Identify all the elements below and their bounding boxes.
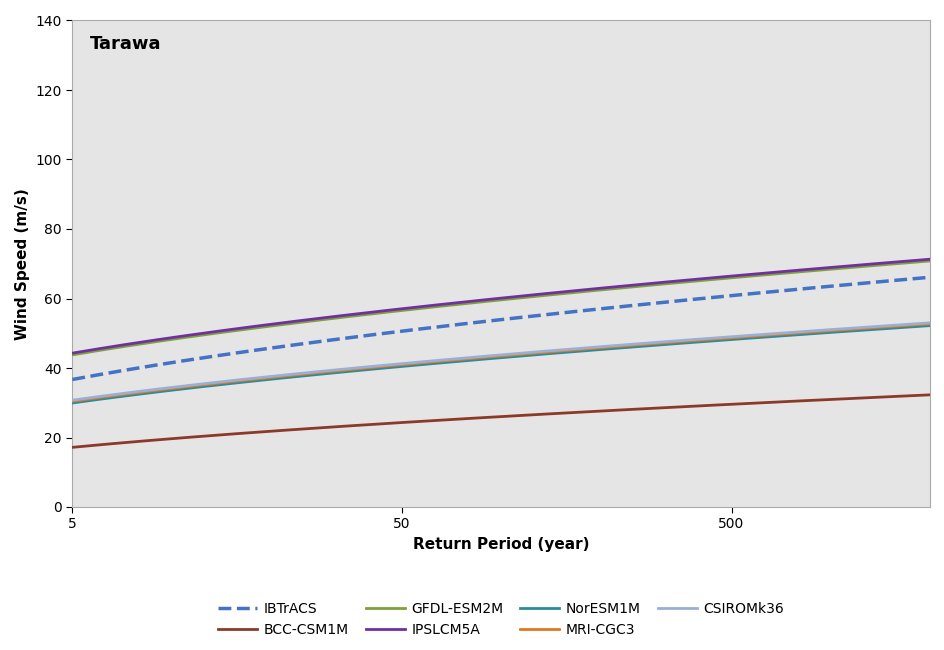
Line: MRI-CGC3: MRI-CGC3 <box>73 324 929 401</box>
IBTrACS <box>923 274 935 281</box>
IBTrACS <box>170 358 181 366</box>
MRI-CGC3 <box>689 337 700 344</box>
GFDL-ESM2M <box>346 312 357 320</box>
MRI-CGC3 <box>605 343 616 351</box>
IPSLCM5A <box>67 349 78 357</box>
MRI-CGC3 <box>346 365 357 373</box>
CSIROMk36 <box>923 319 935 327</box>
NorESM1M <box>923 322 935 330</box>
BCC-CSM1M <box>67 443 78 451</box>
BCC-CSM1M <box>923 391 935 398</box>
CSIROMk36 <box>406 359 417 367</box>
NorESM1M <box>685 339 697 346</box>
CSIROMk36 <box>685 336 697 344</box>
IBTrACS <box>605 304 616 311</box>
MRI-CGC3 <box>923 320 935 328</box>
CSIROMk36 <box>605 342 616 350</box>
NorESM1M <box>689 338 700 346</box>
Line: IPSLCM5A: IPSLCM5A <box>73 259 929 353</box>
Line: NorESM1M: NorESM1M <box>73 326 929 403</box>
MRI-CGC3 <box>170 384 181 392</box>
IPSLCM5A <box>923 255 935 263</box>
Line: CSIROMk36: CSIROMk36 <box>73 323 929 400</box>
MRI-CGC3 <box>67 397 78 405</box>
Line: IBTrACS: IBTrACS <box>73 278 929 380</box>
GFDL-ESM2M <box>923 257 935 265</box>
Y-axis label: Wind Speed (m/s): Wind Speed (m/s) <box>15 188 30 339</box>
CSIROMk36 <box>689 335 700 343</box>
IBTrACS <box>685 296 697 304</box>
IBTrACS <box>346 333 357 341</box>
CSIROMk36 <box>170 383 181 391</box>
Line: GFDL-ESM2M: GFDL-ESM2M <box>73 261 929 355</box>
IBTrACS <box>689 295 700 303</box>
IPSLCM5A <box>689 276 700 283</box>
GFDL-ESM2M <box>689 277 700 285</box>
BCC-CSM1M <box>406 418 417 426</box>
IPSLCM5A <box>605 283 616 291</box>
BCC-CSM1M <box>170 434 181 442</box>
BCC-CSM1M <box>605 406 616 414</box>
Legend: IBTrACS, BCC-CSM1M, GFDL-ESM2M, IPSLCM5A, NorESM1M, MRI-CGC3, CSIROMk36: IBTrACS, BCC-CSM1M, GFDL-ESM2M, IPSLCM5A… <box>212 597 789 643</box>
NorESM1M <box>406 361 417 369</box>
IPSLCM5A <box>346 311 357 318</box>
NorESM1M <box>346 367 357 375</box>
GFDL-ESM2M <box>406 306 417 313</box>
IPSLCM5A <box>170 333 181 341</box>
GFDL-ESM2M <box>605 285 616 292</box>
GFDL-ESM2M <box>685 278 697 285</box>
X-axis label: Return Period (year): Return Period (year) <box>413 537 589 552</box>
GFDL-ESM2M <box>67 351 78 359</box>
MRI-CGC3 <box>406 360 417 368</box>
IPSLCM5A <box>406 304 417 311</box>
MRI-CGC3 <box>685 337 697 344</box>
CSIROMk36 <box>67 396 78 404</box>
GFDL-ESM2M <box>170 335 181 343</box>
BCC-CSM1M <box>685 402 697 410</box>
IBTrACS <box>406 326 417 334</box>
NorESM1M <box>605 344 616 352</box>
IBTrACS <box>67 376 78 384</box>
NorESM1M <box>170 386 181 394</box>
BCC-CSM1M <box>689 402 700 410</box>
Line: BCC-CSM1M: BCC-CSM1M <box>73 395 929 447</box>
Text: Tarawa: Tarawa <box>90 35 160 53</box>
CSIROMk36 <box>346 365 357 372</box>
NorESM1M <box>67 399 78 407</box>
IPSLCM5A <box>685 276 697 283</box>
BCC-CSM1M <box>346 422 357 430</box>
